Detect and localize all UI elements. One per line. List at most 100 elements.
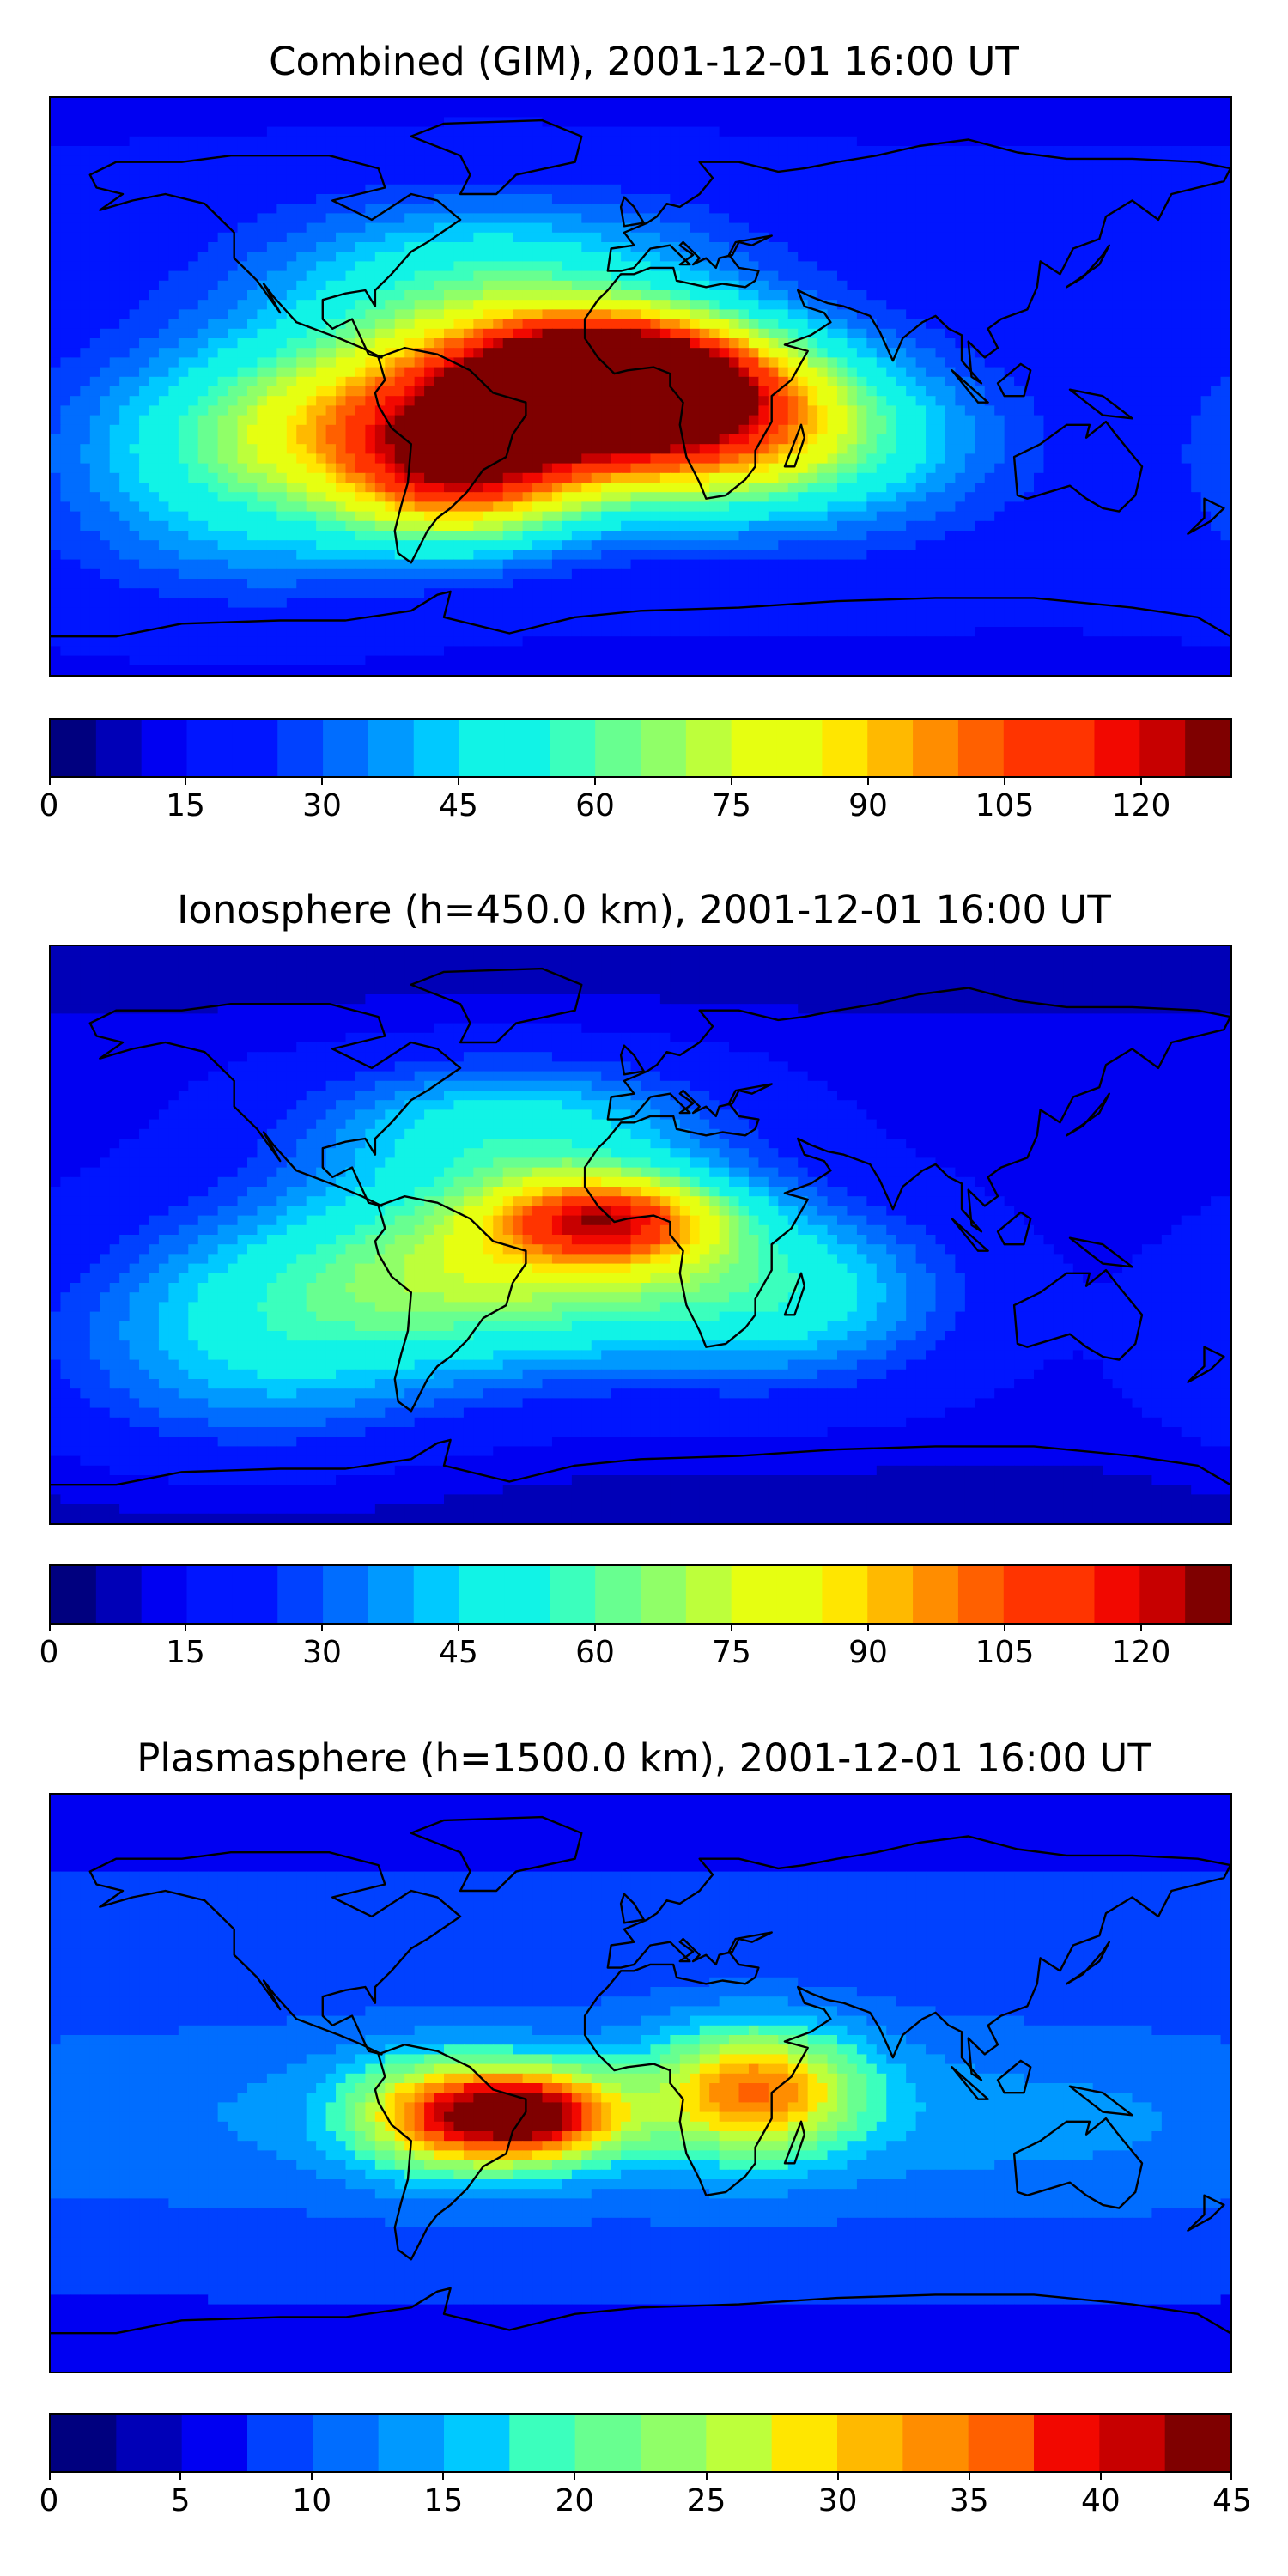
tec-cell xyxy=(1171,463,1182,474)
tec-cell xyxy=(1122,242,1133,252)
tec-cell xyxy=(493,136,504,147)
tec-cell xyxy=(119,222,131,234)
tec-cell xyxy=(591,338,602,349)
tec-cell xyxy=(562,424,573,435)
tec-cell xyxy=(1092,463,1103,474)
tec-cell xyxy=(385,396,396,406)
tec-cell xyxy=(1014,98,1025,108)
tec-cell xyxy=(630,107,641,118)
tec-cell xyxy=(984,483,995,493)
tec-cell xyxy=(955,204,966,214)
tec-cell xyxy=(827,136,838,147)
tec-cell xyxy=(1151,453,1163,465)
tec-cell xyxy=(149,348,160,358)
tec-cell xyxy=(738,348,750,358)
tec-cell xyxy=(926,232,937,243)
tec-cell xyxy=(1132,213,1143,224)
tec-cell xyxy=(1092,146,1103,156)
tec-cell xyxy=(679,184,690,195)
tec-cell xyxy=(926,434,937,445)
tec-cell xyxy=(1171,405,1182,416)
tec-cell xyxy=(404,155,416,166)
tec-cell xyxy=(1053,232,1064,243)
tec-cell xyxy=(542,367,553,378)
tec-cell xyxy=(513,405,524,416)
tec-cell xyxy=(51,396,62,406)
tec-cell xyxy=(926,290,937,301)
tec-cell xyxy=(591,424,602,435)
tec-cell xyxy=(374,174,386,185)
tec-cell xyxy=(926,165,937,176)
tec-cell xyxy=(778,348,789,358)
tec-cell xyxy=(787,415,799,426)
tec-cell xyxy=(1043,242,1054,252)
tec-cell xyxy=(1141,204,1152,214)
tec-cell xyxy=(217,232,228,243)
tec-cell xyxy=(139,309,150,320)
tec-cell xyxy=(679,338,690,349)
tec-cell xyxy=(1141,357,1152,368)
tec-cell xyxy=(257,165,268,176)
tec-cell xyxy=(699,117,710,128)
tec-cell xyxy=(1161,174,1172,185)
tec-cell xyxy=(1004,290,1015,301)
tec-cell xyxy=(1181,165,1192,176)
tec-cell xyxy=(404,434,416,445)
tec-cell xyxy=(935,98,946,108)
tec-cell xyxy=(276,328,288,339)
tec-cell xyxy=(266,348,277,358)
tec-cell xyxy=(365,405,376,416)
tec-cell xyxy=(414,319,425,330)
tec-cell xyxy=(926,396,937,406)
tec-cell xyxy=(345,194,356,204)
tec-cell xyxy=(70,270,81,282)
tec-cell xyxy=(758,242,769,252)
tec-cell xyxy=(1004,338,1015,349)
tec-cell xyxy=(975,453,986,465)
tec-cell xyxy=(1063,290,1074,301)
tec-cell xyxy=(100,261,111,272)
tec-cell xyxy=(178,155,189,166)
tec-cell xyxy=(247,242,258,252)
tec-cell xyxy=(729,367,740,378)
tec-cell xyxy=(286,117,297,128)
tec-cell xyxy=(827,155,838,166)
tec-cell xyxy=(817,194,829,204)
tec-cell xyxy=(551,146,562,156)
tec-cell xyxy=(463,376,474,387)
tec-cell xyxy=(89,424,100,435)
tec-cell xyxy=(641,348,652,358)
tec-cell xyxy=(1200,463,1212,474)
tec-cell xyxy=(1103,357,1114,368)
tec-cell xyxy=(286,165,297,176)
tec-cell xyxy=(483,136,494,147)
tec-cell xyxy=(641,415,652,426)
tec-cell xyxy=(896,270,907,282)
tec-cell xyxy=(1191,348,1202,358)
tec-cell xyxy=(690,367,701,378)
tec-cell xyxy=(502,290,513,301)
tec-cell xyxy=(345,136,356,147)
tec-cell xyxy=(139,165,150,176)
tec-cell xyxy=(856,338,867,349)
tec-cell xyxy=(738,472,750,483)
tec-cell xyxy=(738,434,750,445)
tec-cell xyxy=(768,386,779,397)
tec-cell xyxy=(434,252,445,262)
tec-cell xyxy=(650,290,661,301)
tec-cell xyxy=(964,280,975,291)
tec-cell xyxy=(542,472,553,483)
tec-cell xyxy=(502,338,513,349)
tec-cell xyxy=(208,184,219,195)
tec-cell xyxy=(1103,453,1114,465)
tec-cell xyxy=(1043,444,1054,454)
tec-cell xyxy=(581,492,592,502)
tec-cell xyxy=(473,184,484,195)
tec-cell xyxy=(1024,405,1035,416)
tec-cell xyxy=(621,434,632,445)
tec-cell xyxy=(581,117,592,128)
tec-cell xyxy=(876,386,887,397)
tec-cell xyxy=(847,338,858,349)
tec-cell xyxy=(827,280,838,291)
tec-cell xyxy=(729,98,740,108)
